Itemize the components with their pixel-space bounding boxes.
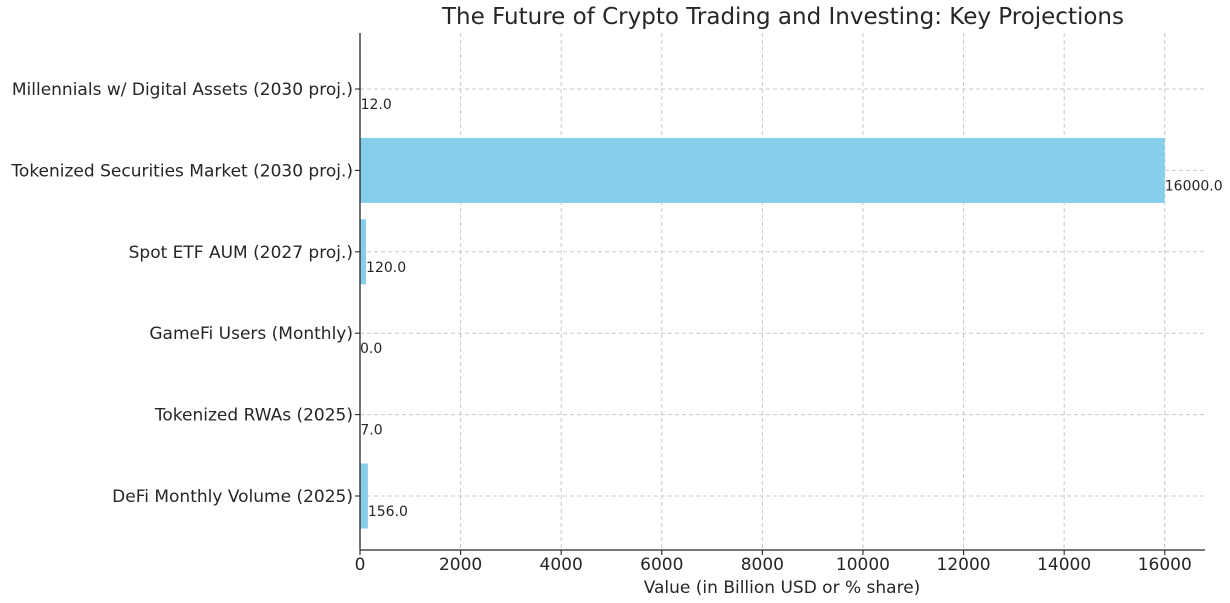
data-label: 120.0 [366,260,406,276]
x-tick-label: 6000 [640,555,683,575]
data-label: 0.0 [360,341,382,357]
data-label: 7.0 [360,423,382,439]
chart-title: The Future of Crypto Trading and Investi… [441,4,1124,30]
x-tick-label: 8000 [741,555,784,575]
data-label: 12.0 [361,97,392,113]
data-labels: 156.0 7.0 0.0 120.0 16000.0 12.0 [360,97,1223,520]
category-label: GameFi Users (Monthly) [149,324,353,344]
x-tick-label: 10000 [836,555,890,575]
x-tick-label: 14000 [1037,555,1091,575]
bar [360,463,368,529]
category-label: Spot ETF AUM (2027 proj.) [129,243,353,263]
category-label: DeFi Monthly Volume (2025) [112,487,353,507]
x-tick-label: 12000 [937,555,991,575]
x-tick-label: 2000 [439,555,482,575]
data-label: 156.0 [368,504,408,520]
x-tick-label: 16000 [1138,555,1192,575]
grid-layer [359,33,1205,550]
x-tick-label: 4000 [540,555,583,575]
category-label: Tokenized RWAs (2025) [154,406,353,426]
bar [360,219,367,285]
bars-layer [360,56,1165,529]
x-tick-label: 0 [355,555,366,575]
category-label: Tokenized Securities Market (2030 proj.) [10,161,353,181]
category-label: Millennials w/ Digital Assets (2030 proj… [12,80,353,100]
x-axis-label: Value (in Billion USD or % share) [644,578,921,598]
x-ticks: 0 2000 4000 6000 8000 10000 12000 14000 16000 [355,550,1192,575]
y-labels: DeFi Monthly Volume (2025) Tokenized RWAs… [10,80,360,507]
bar [360,137,1165,203]
data-label: 16000.0 [1165,178,1223,194]
